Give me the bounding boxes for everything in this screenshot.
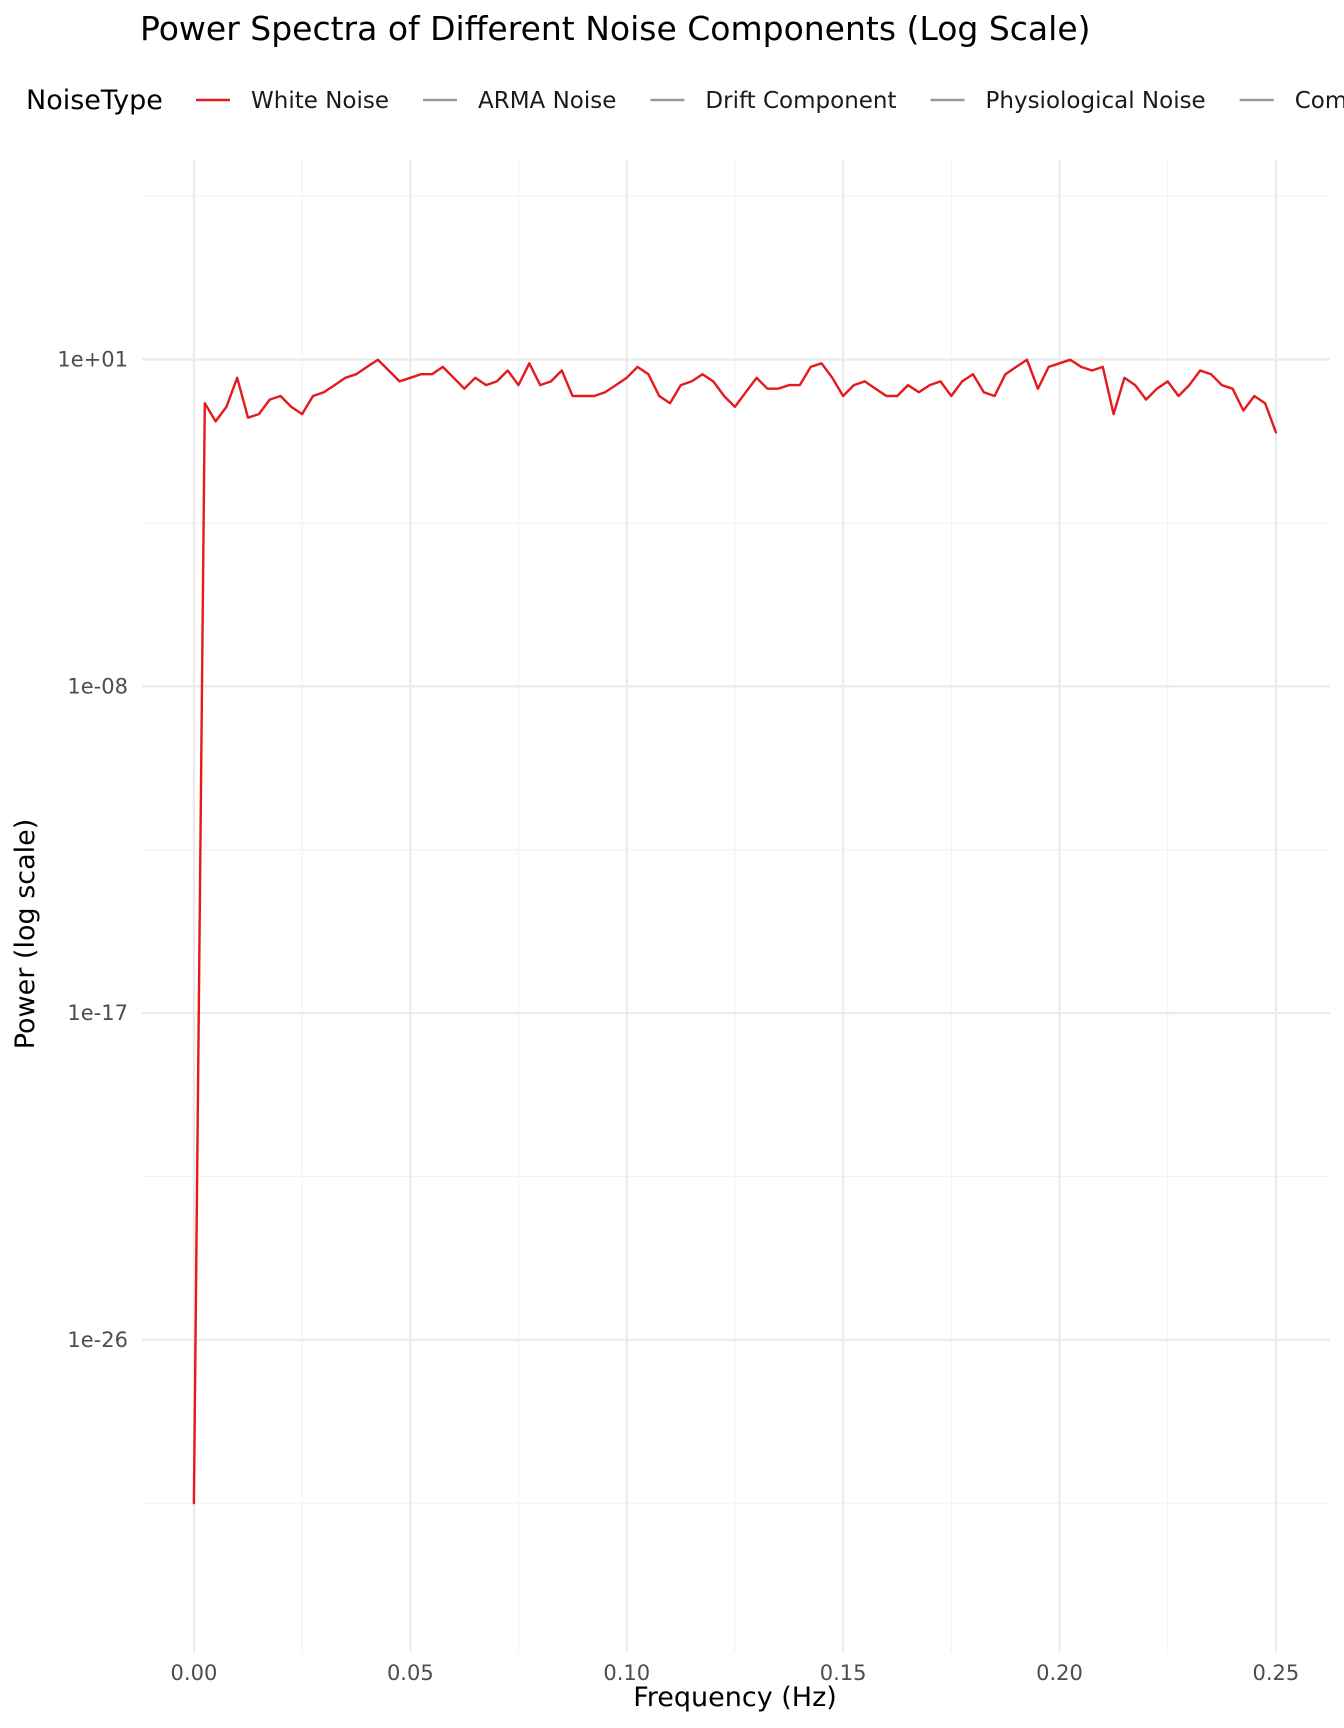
y-tick-label: 1e-08: [67, 674, 128, 698]
series-line-white-noise: [192, 358, 1278, 1505]
grid: [142, 160, 1330, 1652]
x-tick-label: 0.00: [171, 1661, 218, 1685]
chart-title: Power Spectra of Different Noise Compone…: [140, 9, 1091, 48]
y-tick-label: 1e-26: [67, 1328, 128, 1352]
x-tick-label: 0.20: [1036, 1661, 1083, 1685]
x-axis-title: Frequency (Hz): [633, 1682, 837, 1713]
y-tick-label: 1e-17: [67, 1001, 128, 1025]
x-tick-label: 0.15: [820, 1661, 867, 1685]
legend-title: NoiseType: [26, 85, 163, 116]
x-tick-label: 0.10: [603, 1661, 650, 1685]
legend-label-drift-component: Drift Component: [705, 88, 896, 114]
y-tick-label: 1e+01: [57, 348, 128, 372]
x-axis-ticks: 0.00 0.05 0.10 0.15 0.20 0.25: [171, 1661, 1300, 1685]
y-axis-ticks: 1e+01 1e-08 1e-17 1e-26: [57, 348, 128, 1352]
x-tick-label: 0.05: [387, 1661, 434, 1685]
legend-label-physiological-noise: Physiological Noise: [986, 88, 1206, 114]
legend-label-combined-noise: Combined Noise: [1295, 88, 1344, 114]
legend-label-white-noise: White Noise: [251, 88, 389, 114]
x-tick-label: 0.25: [1253, 1661, 1300, 1685]
legend: NoiseType White Noise ARMA Noise Drift Com…: [26, 85, 1344, 116]
legend-label-arma-noise: ARMA Noise: [478, 88, 616, 114]
y-axis-title: Power (log scale): [10, 819, 41, 1050]
series-layer: [192, 358, 1278, 1505]
